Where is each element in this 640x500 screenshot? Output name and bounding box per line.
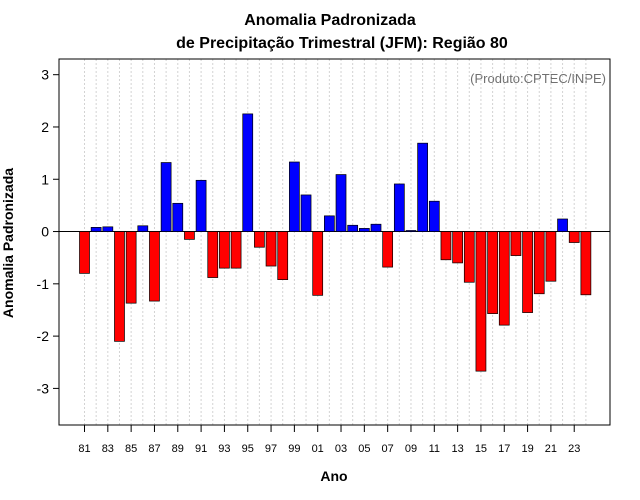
bar-05: [358, 228, 370, 232]
bar-21: [545, 231, 557, 282]
y-axis-label: Anomalia Padronizada: [0, 168, 16, 318]
tick-marks: [53, 74, 575, 432]
bar-16: [487, 231, 498, 314]
bar-92: [207, 231, 219, 278]
bar-14: [463, 231, 475, 283]
x-tick-label: 99: [288, 443, 300, 455]
bar-99: [289, 161, 300, 232]
bar-94: [230, 231, 242, 269]
bar-17: [498, 231, 510, 326]
y-tick-label: -3: [37, 380, 50, 396]
bar-10: [417, 142, 428, 232]
bar-08: [393, 183, 405, 232]
y-tick-label: -1: [37, 276, 50, 292]
x-tick-label: 93: [218, 443, 230, 455]
x-tick-label: 05: [358, 443, 370, 455]
bar-23: [568, 231, 580, 243]
bar-82: [90, 227, 102, 232]
x-tick-label: 15: [475, 443, 487, 455]
bar-91: [195, 179, 207, 232]
bar-93: [219, 231, 230, 269]
plot-frame: [58, 58, 611, 426]
bar-06: [370, 223, 382, 232]
bar-02: [324, 215, 335, 232]
bar-87: [149, 231, 160, 302]
x-tick-label: 23: [568, 443, 580, 455]
bar-84: [114, 231, 125, 342]
bar-13: [452, 231, 463, 264]
bar-24: [580, 231, 592, 296]
x-tick-label: 13: [451, 443, 463, 455]
bar-88: [160, 162, 172, 232]
x-tick-label: 91: [195, 443, 207, 455]
x-tick-label: 09: [405, 443, 417, 455]
bar-98: [277, 231, 289, 280]
chart-subtitle: de Precipitação Trimestral (JFM): Região…: [176, 35, 508, 52]
chart-title: Anomalia Padronizada: [244, 12, 416, 29]
y-tick-label: 0: [41, 224, 49, 240]
bar-19: [522, 231, 533, 313]
y-tick-label: 3: [41, 67, 49, 83]
x-tick-label: 21: [545, 443, 557, 455]
bar-83: [102, 226, 114, 232]
bar-00: [300, 194, 312, 232]
bar-18: [510, 231, 522, 256]
x-tick-label: 83: [102, 443, 114, 455]
bar-95: [242, 113, 254, 232]
bar-86: [137, 225, 149, 232]
x-axis-label: Ano: [320, 468, 347, 484]
x-tick-label: 19: [521, 443, 533, 455]
x-tick-label: 07: [382, 443, 394, 455]
y-tick-label: 1: [41, 171, 49, 187]
x-tick-label: 87: [148, 443, 160, 455]
x-tick-label: 89: [172, 443, 184, 455]
bar-89: [172, 202, 184, 232]
bar-97: [265, 231, 277, 267]
x-tick-label: 01: [312, 443, 324, 455]
x-tick-label: 81: [78, 443, 90, 455]
x-tick-label: 11: [429, 443, 440, 455]
x-tick-label: 97: [265, 443, 277, 455]
y-tick-label: -2: [37, 328, 50, 344]
x-tick-label: 17: [498, 443, 510, 455]
bar-01: [312, 231, 324, 296]
x-tick-label: 03: [335, 443, 347, 455]
bar-81: [79, 231, 90, 274]
x-tick-label: 85: [125, 443, 137, 455]
bar-15: [475, 231, 487, 372]
credit-label: (Produto:CPTEC/INPE): [470, 71, 606, 86]
bar-85: [125, 231, 137, 304]
bar-07: [382, 231, 394, 268]
bar-03: [335, 174, 347, 232]
bar-12: [440, 231, 452, 261]
bar-09: [405, 230, 417, 232]
bar-20: [533, 231, 545, 295]
bar-22: [557, 218, 568, 232]
bar-96: [254, 231, 265, 248]
x-tick-label: 95: [242, 443, 254, 455]
bar-11: [428, 200, 440, 232]
bars: [79, 113, 592, 372]
bar-90: [184, 231, 195, 240]
bar-04: [347, 224, 359, 232]
y-tick-label: 2: [41, 119, 49, 135]
